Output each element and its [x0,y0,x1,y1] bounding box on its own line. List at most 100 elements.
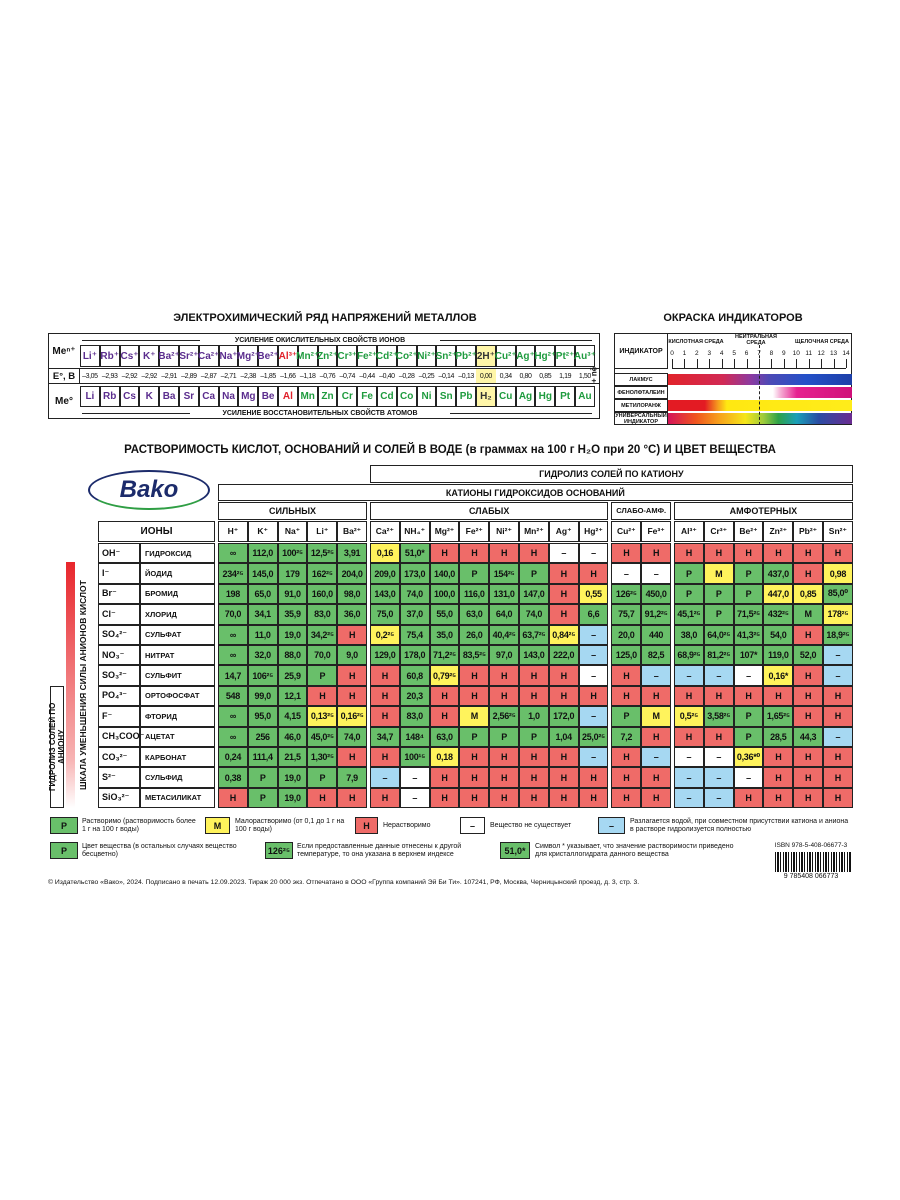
solubility-cell: 143,0 [519,645,549,666]
metal: Pt [555,386,575,407]
solubility-cell: Н [489,665,519,686]
solubility-cell: 37,0 [399,604,430,625]
solubility-cell: Н [459,747,490,768]
ion: Cd²⁺ [376,345,398,367]
solubility-cell: – [578,624,609,645]
anion-name: МЕТАСИЛИКАТ [140,787,215,809]
solubility-cell: 119,0 [763,645,794,666]
solubility-cell: Н [459,543,490,564]
solubility-cell: 256 [247,726,278,747]
solubility-cell: Н [674,543,704,564]
scale-label: 2 [695,350,699,357]
solubility-cell: 6,6 [578,604,609,625]
solubility-cell: Н [578,563,609,584]
ind-alkaline: ЩЕЛОЧНАЯ СРЕДА [795,339,849,345]
potential: 0,85 [539,372,552,380]
solubility-cell: 3,91 [337,543,367,564]
solubility-cell: 64,0²⁵ [703,624,734,645]
cation: Hg²⁺ [578,521,609,542]
anion-formula: NO₃⁻ [98,645,140,666]
ion: Ba²⁺ [158,345,180,367]
solubility-cell: 20,0 [611,624,642,645]
solubility-cell: Н [548,767,579,788]
ion: Mg²⁺ [237,345,260,367]
solubility-cell: – [703,747,734,768]
solubility-cell: – [611,563,642,584]
legend-text: Растворимо (растворимость более 1 г на 1… [82,818,196,833]
solubility-cell: Н [611,747,642,768]
solubility-cell: 162²⁵ [307,563,338,584]
solubility-cell: Н [823,706,853,727]
solubility-cell: 45,1²⁵ [674,604,704,625]
cations-header: КАТИОНЫ ГИДРОКСИДОВ ОСНОВАНИЙ [218,484,853,501]
cation: Ca²⁺ [370,521,400,542]
solubility-cell: Н [763,685,794,707]
solubility-cell: 74,0 [399,583,430,605]
indicators-title: ОКРАСКА ИНДИКАТОРОВ [663,312,803,324]
solubility-cell: 91,2²⁵ [641,604,671,625]
anion-name: НИТРАТ [140,645,215,666]
solubility-cell: 91,0 [277,583,308,605]
solubility-cell: 4,15 [277,706,308,727]
solubility-cell: Н [459,767,490,788]
metal: Na [218,386,239,407]
solubility-cell: Н [548,787,579,809]
solubility-cell: Н [519,767,549,788]
scale-label: 5 [732,350,736,357]
solubility-cell: – [578,543,609,564]
solubility-cell: – [578,747,609,768]
metal: H₂ [476,386,496,407]
solubility-cell: 71,2²⁵ [429,645,460,666]
legend-text: Вещество не существует [490,822,572,829]
solubility-cell: – [823,726,853,747]
solubility-cell: 111,4 [247,747,278,768]
solubility-cell: 65,0 [247,583,278,605]
solubility-cell: ∞ [218,624,248,645]
metal: Rb [99,386,120,407]
solubility-cell: 125,0 [611,645,642,666]
solubility-cell: Н [519,543,549,564]
anion-formula: CH₃COO⁻ [98,726,144,747]
potential: 1,50 [578,372,591,380]
solubility-cell: 28,5 [763,726,794,747]
solubility-cell: – [674,665,704,686]
anion-name: КАРБОНАТ [140,747,215,768]
solubility-cell: 75,7 [611,604,642,625]
solubility-cell: 147,0 [519,583,549,605]
scale-label: 13 [829,350,838,357]
legend-symbol: 126²⁵ [265,842,293,859]
solubility-cell: 204,0 [337,563,367,584]
solubility-cell: 19,0 [277,624,308,645]
solubility-cell: 63,7²⁵ [519,624,549,645]
solubility-cell: – [641,747,671,768]
ion: Co²⁺ [396,345,418,367]
ind-gradient [668,387,852,398]
solubility-cell: – [578,645,609,666]
cation: Be²⁺ [733,521,764,542]
solubility-cell: 100¹⁵ [399,747,430,768]
solubility-cell: 7,9 [337,767,367,788]
solubility-cell: – [674,747,704,768]
solubility-cell: 0,16²⁵ [337,706,367,727]
solubility-cell: 234²⁵ [218,563,248,584]
series-title: ЭЛЕКТРОХИМИЧЕСКИЙ РЯД НАПРЯЖЕНИЙ МЕТАЛЛО… [173,312,477,324]
solubility-cell: Н [519,685,549,707]
solubility-cell: Н [733,685,764,707]
scale-label: 1 [682,350,687,357]
potential: –0,28 [398,372,415,380]
solubility-cell: Н [548,665,579,686]
barcode-bars [775,852,851,872]
metal: Hg [535,386,556,407]
solubility-cell: Р [733,726,764,747]
solubility-cell: 100,0 [429,583,460,605]
solubility-cell: – [733,767,764,788]
solubility-cell: Н [489,767,519,788]
group-header: СИЛЬНЫХ [218,502,367,520]
solubility-cell: Н [548,747,579,768]
ion: Mn²⁺ [296,345,319,367]
solubility-cell: 83,0 [399,706,430,727]
ion: Sn²⁺ [436,345,457,367]
solubility-cell: Н [703,726,734,747]
solubility-cell: 68,9²⁵ [674,645,704,666]
solubility-cell: Н [823,787,853,809]
